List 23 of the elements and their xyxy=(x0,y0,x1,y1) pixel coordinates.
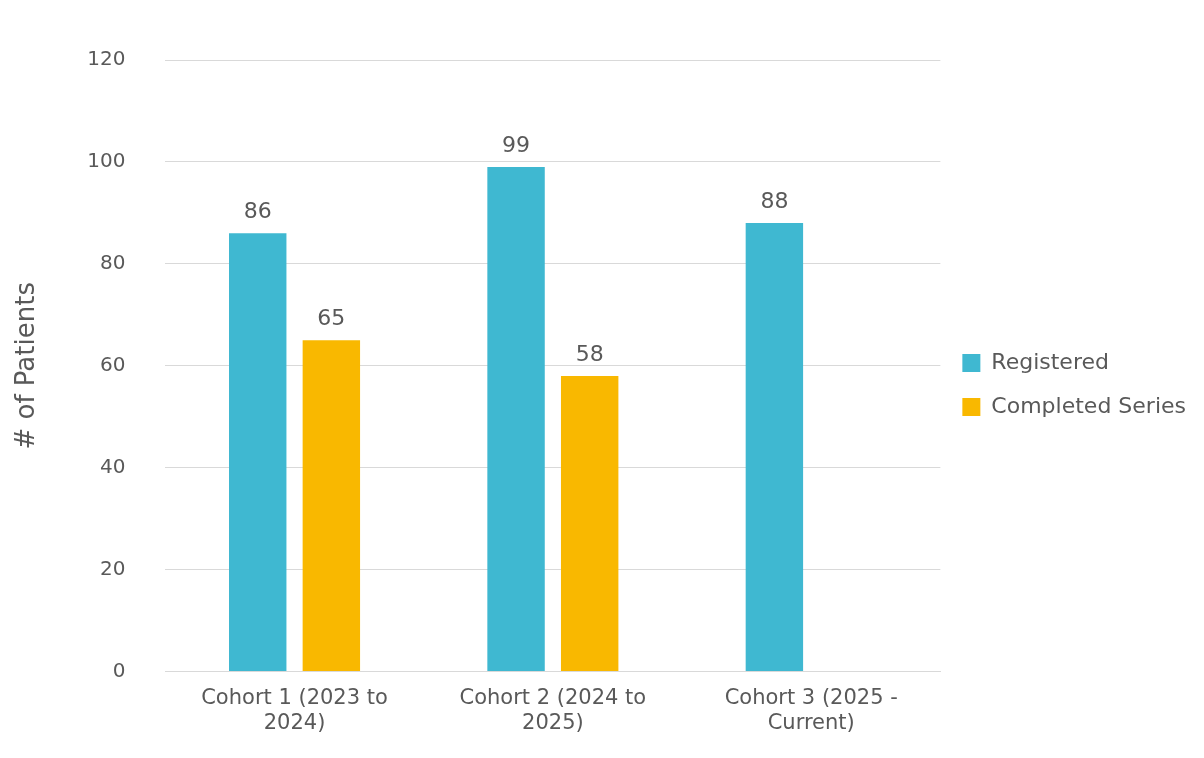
bar xyxy=(745,223,804,672)
y-tick-label: 60 xyxy=(99,352,126,376)
legend-label: Registered xyxy=(991,348,1109,374)
data-label: 86 xyxy=(243,198,272,224)
y-tick-label: 20 xyxy=(99,555,126,580)
y-tick-label: 100 xyxy=(87,148,126,173)
data-label: 58 xyxy=(575,340,604,366)
y-axis-title: # of Patients xyxy=(10,282,41,450)
y-tick-label: 0 xyxy=(112,657,126,682)
x-tick-label: Cohort 2 (2024 to 2025) xyxy=(459,684,647,734)
data-label: 99 xyxy=(502,131,531,157)
bar xyxy=(302,340,361,672)
bar xyxy=(487,167,545,672)
y-tick-label: 120 xyxy=(87,46,126,71)
data-label: 65 xyxy=(317,305,346,331)
bar xyxy=(560,375,619,672)
y-tick-label: 80 xyxy=(99,250,126,275)
y-tick-label: 40 xyxy=(99,453,126,478)
x-tick-label: Cohort 1 (2023 to 2024) xyxy=(201,684,388,734)
data-label: 88 xyxy=(760,187,789,213)
legend-label: Completed Series xyxy=(991,392,1186,418)
x-tick-label: Cohort 3 (2025 - Current) xyxy=(724,684,898,734)
bar xyxy=(229,233,287,672)
